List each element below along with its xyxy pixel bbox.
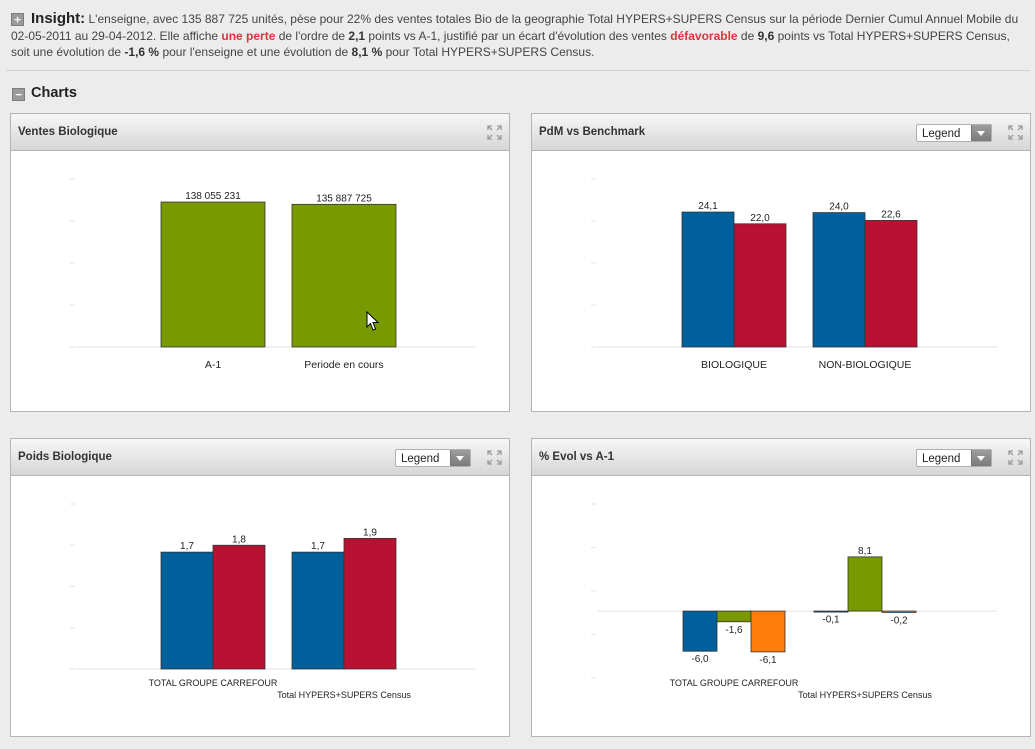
insight-segment: points vs A-1, justifié par un écart d'é…	[365, 28, 671, 43]
category-label: NON-BIOLOGIQUE	[819, 359, 912, 371]
insight-unfavorable-highlight: défavorable	[670, 28, 738, 43]
chart-panel-ventes: Ventes Biologique 138 055 231 A-1 135 887 …	[10, 113, 510, 412]
bar[interactable]	[864, 220, 918, 348]
chevron-down-icon[interactable]	[971, 450, 991, 466]
bar[interactable]	[291, 551, 345, 670]
data-label: -0,2	[890, 615, 908, 626]
data-label: 22,0	[750, 213, 770, 224]
bar[interactable]	[750, 610, 786, 653]
bar[interactable]	[160, 551, 214, 670]
panel-title: PdM vs Benchmark	[539, 126, 646, 138]
insight-evol-value: 8,1 %	[351, 45, 383, 59]
chart-panel-evol: % Evol vs A-1 Legend -6,0 -1,6 -6,1 TOTAL G…	[531, 438, 1031, 737]
section-divider	[6, 70, 1030, 71]
insight-title: Insight:	[31, 10, 86, 27]
category-label: TOTAL GROUPE CARREFOUR	[670, 678, 799, 688]
insight-segment: L'enseigne, avec 135 887 725 unités, pès…	[11, 12, 1019, 43]
insight-loss-highlight: une perte	[221, 28, 276, 43]
chart-panel-poids: Poids Biologique Legend 1,7 1,8 TOTAL GROU…	[10, 438, 510, 737]
bar[interactable]	[881, 610, 917, 613]
expand-icon[interactable]	[1008, 450, 1023, 465]
chart-svg: 138 055 231 A-1 135 887 725 Periode en cour…	[70, 178, 476, 371]
legend-dropdown[interactable]: Legend	[916, 449, 992, 467]
data-label: -6,0	[691, 654, 709, 665]
expand-icon[interactable]	[487, 125, 502, 140]
chevron-down-icon[interactable]	[971, 125, 991, 141]
charts-collapse-toggle[interactable]: −	[12, 88, 25, 101]
chart-svg: 1,7 1,8 TOTAL GROUPE CARREFOUR 1,7 1,9 Total …	[70, 503, 476, 700]
category-label: TOTAL GROUPE CARREFOUR	[149, 678, 278, 688]
panel-header: PdM vs Benchmark Legend	[532, 114, 1030, 151]
panel-header: % Evol vs A-1 Legend	[532, 439, 1030, 476]
data-label: 24,0	[829, 202, 849, 213]
legend-dropdown[interactable]: Legend	[395, 449, 471, 467]
bar[interactable]	[813, 610, 849, 613]
data-label: -1,6	[725, 625, 743, 636]
category-label: Total HYPERS+SUPERS Census	[798, 690, 932, 700]
legend-dropdown-label: Legend	[922, 128, 961, 140]
minus-icon: −	[15, 88, 22, 101]
panel-header: Poids Biologique Legend	[11, 439, 509, 476]
chevron-down-icon[interactable]	[450, 450, 470, 466]
bar[interactable]	[716, 610, 752, 623]
insight-evol-value: -1,6 %	[124, 45, 160, 59]
bar[interactable]	[681, 211, 735, 348]
data-label: 1,7	[180, 541, 194, 552]
bar[interactable]	[343, 537, 397, 670]
data-label: 1,7	[311, 541, 325, 552]
bar[interactable]	[212, 544, 266, 670]
insight-points-value: 2,1	[348, 28, 366, 43]
mouse-pointer-icon	[366, 311, 380, 331]
data-label: 22,6	[881, 209, 901, 220]
legend-dropdown[interactable]: Legend	[916, 124, 992, 142]
insight-points-value: 9,6	[757, 28, 775, 43]
data-label: 1,9	[363, 527, 377, 538]
insight-segment: de	[737, 28, 758, 43]
data-label: 8,1	[858, 546, 872, 557]
plus-icon: +	[14, 13, 21, 26]
insight-segment: pour l'enseigne et une évolution de	[159, 45, 352, 59]
insight-segment: de l'ordre de	[275, 28, 349, 43]
chart-panel-pdm: PdM vs Benchmark Legend 24,1 22,0 BIOLOGIQ…	[531, 113, 1031, 412]
insight-text: Insight: L'enseigne, avec 135 887 725 un…	[11, 10, 1026, 61]
panel-title: Ventes Biologique	[18, 126, 118, 138]
legend-dropdown-label: Legend	[401, 453, 440, 465]
bar[interactable]	[812, 212, 866, 348]
bar[interactable]	[733, 223, 787, 348]
category-label: A-1	[205, 359, 222, 371]
panel-header: Ventes Biologique	[11, 114, 509, 151]
category-label: Total HYPERS+SUPERS Census	[277, 690, 411, 700]
data-label: -6,1	[759, 655, 777, 666]
panel-title: % Evol vs A-1	[539, 451, 614, 463]
expand-icon[interactable]	[1008, 125, 1023, 140]
expand-icon[interactable]	[487, 450, 502, 465]
bar[interactable]	[682, 610, 718, 652]
data-label: -0,1	[822, 615, 840, 626]
insight-expand-toggle[interactable]: +	[11, 13, 24, 26]
bar[interactable]	[847, 556, 883, 612]
data-label: 24,1	[698, 201, 718, 212]
chart-svg: 24,1 22,0 BIOLOGIQUE 24,0 22,6 NON-BIOLOGIQUE	[591, 178, 997, 371]
insight-segment: pour Total HYPERS+SUPERS Census.	[382, 45, 595, 59]
panel-title: Poids Biologique	[18, 451, 112, 463]
data-label: 135 887 725	[316, 193, 372, 204]
data-label: 138 055 231	[185, 191, 241, 202]
chart-svg: -6,0 -1,6 -6,1 TOTAL GROUPE CARREFOUR -0,1 8,…	[591, 503, 997, 700]
category-label: Periode en cours	[304, 359, 383, 371]
bar[interactable]	[160, 201, 266, 348]
legend-dropdown-label: Legend	[922, 453, 961, 465]
charts-section-title: Charts	[31, 85, 77, 101]
insight-segment: points vs Total HYPERS+SUPERS Census, so…	[11, 28, 1010, 60]
category-label: BIOLOGIQUE	[701, 359, 767, 371]
bar[interactable]	[291, 203, 397, 348]
data-label: 1,8	[232, 534, 246, 545]
